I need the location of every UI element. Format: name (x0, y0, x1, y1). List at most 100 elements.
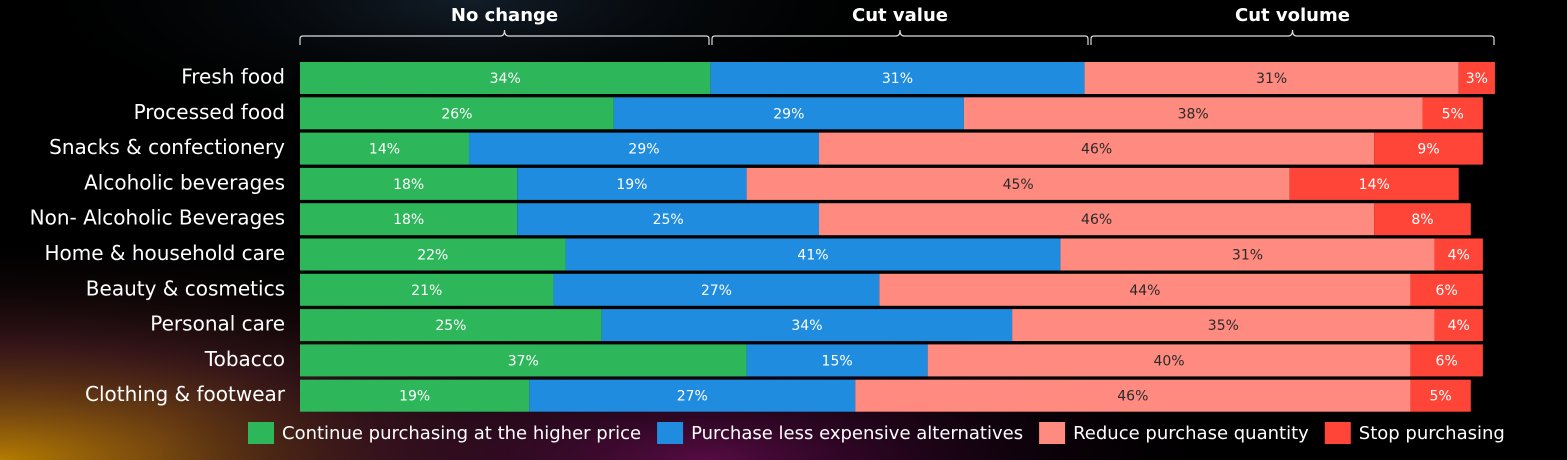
bar-segment (746, 344, 928, 377)
value-label: 18% (393, 212, 424, 228)
bar-segment (1410, 379, 1471, 412)
bar-segment (300, 379, 530, 412)
value-label: 21% (411, 283, 442, 299)
value-label: 29% (773, 106, 804, 122)
value-label: 5% (1430, 389, 1452, 405)
value-label: 19% (399, 389, 430, 405)
value-label: 4% (1448, 318, 1470, 334)
value-label: 14% (369, 142, 400, 158)
value-label: 19% (616, 177, 647, 193)
bar-segment (529, 379, 856, 412)
bar-segment (300, 238, 566, 271)
bar-segment (746, 167, 1290, 200)
group-header: Cut volume (1235, 5, 1350, 26)
bar-segment (1458, 62, 1495, 94)
value-label: 31% (1256, 71, 1287, 87)
value-label: 35% (1208, 318, 1239, 334)
value-label: 46% (1081, 212, 1112, 228)
group-header: No change (451, 5, 558, 26)
bar-segment (300, 344, 747, 377)
value-label: 31% (882, 71, 913, 87)
bar-segment (1410, 273, 1483, 306)
bar-segment (300, 273, 554, 306)
value-label: 44% (1129, 283, 1160, 299)
legend-label: Reduce purchase quantity (1073, 423, 1309, 444)
value-label: 25% (653, 212, 684, 228)
category-label: Snacks & confectionery (49, 135, 285, 159)
legend-swatch (248, 422, 274, 444)
bar-segment (819, 132, 1375, 165)
legend-label: Continue purchasing at the higher price (282, 423, 641, 444)
category-label: Fresh food (181, 65, 285, 89)
bar-segment (710, 62, 1085, 94)
category-label: Tobacco (204, 347, 285, 371)
bar-segment (1084, 62, 1459, 94)
value-label: 8% (1411, 212, 1433, 228)
value-label: 4% (1448, 248, 1470, 264)
value-label: 41% (797, 248, 828, 264)
value-label: 6% (1436, 353, 1458, 369)
value-label: 31% (1232, 248, 1263, 264)
value-label: 46% (1081, 142, 1112, 158)
bar-segment (963, 97, 1423, 130)
value-label: 25% (435, 318, 466, 334)
bar-segment (300, 203, 518, 236)
bar-segment (879, 273, 1411, 306)
category-label: Alcoholic beverages (84, 170, 285, 194)
category-label: Beauty & cosmetics (86, 276, 285, 300)
category-label: Home & household care (44, 241, 285, 265)
bar-segment (1012, 309, 1435, 342)
category-label: Non- Alcoholic Beverages (30, 206, 285, 230)
group-bracket (1090, 29, 1495, 45)
bar-segment (517, 167, 747, 200)
value-label: 27% (677, 389, 708, 405)
legend-swatch (1039, 422, 1066, 444)
value-label: 15% (822, 353, 853, 369)
value-label: 3% (1466, 71, 1488, 87)
bar-segment (565, 238, 1061, 271)
bar-segment (300, 97, 614, 130)
value-label: 9% (1417, 142, 1439, 158)
bar-segment (855, 379, 1411, 412)
bar-segment (300, 62, 711, 94)
bar-segment (300, 309, 602, 342)
legend-label: Stop purchasing (1359, 423, 1505, 444)
bar-segment (819, 203, 1375, 236)
value-label: 6% (1436, 283, 1458, 299)
bar-segment (1434, 238, 1483, 271)
value-label: 45% (1003, 177, 1034, 193)
bar-segment (927, 344, 1411, 377)
category-label: Processed food (134, 100, 285, 124)
value-label: 14% (1359, 177, 1390, 193)
bar-segment (1422, 97, 1483, 130)
legend-swatch (1324, 422, 1351, 444)
bar-segment (1374, 203, 1471, 236)
bar-segment (517, 203, 820, 236)
bar-segment (468, 132, 820, 165)
category-label: Personal care (150, 312, 285, 336)
bar-segment (553, 273, 880, 306)
bar-segment (1289, 167, 1459, 200)
bar-segment (1410, 344, 1483, 377)
value-label: 22% (417, 248, 448, 264)
value-label: 26% (441, 106, 472, 122)
value-label: 46% (1117, 389, 1148, 405)
value-label: 40% (1153, 353, 1184, 369)
value-label: 37% (508, 353, 539, 369)
value-label: 18% (393, 177, 424, 193)
bar-segment (300, 132, 469, 165)
value-label: 27% (701, 283, 732, 299)
group-bracket (711, 29, 1089, 45)
bar-segment (300, 167, 518, 200)
value-label: 34% (791, 318, 822, 334)
bar-segment (1060, 238, 1435, 271)
bar-segment (613, 97, 964, 130)
value-label: 34% (490, 71, 521, 87)
bar-segment (601, 309, 1013, 342)
value-label: 5% (1442, 106, 1464, 122)
category-label: Clothing & footwear (85, 382, 286, 406)
bar-segment (1434, 309, 1483, 342)
group-bracket (299, 29, 710, 45)
group-header: Cut value (852, 5, 948, 26)
